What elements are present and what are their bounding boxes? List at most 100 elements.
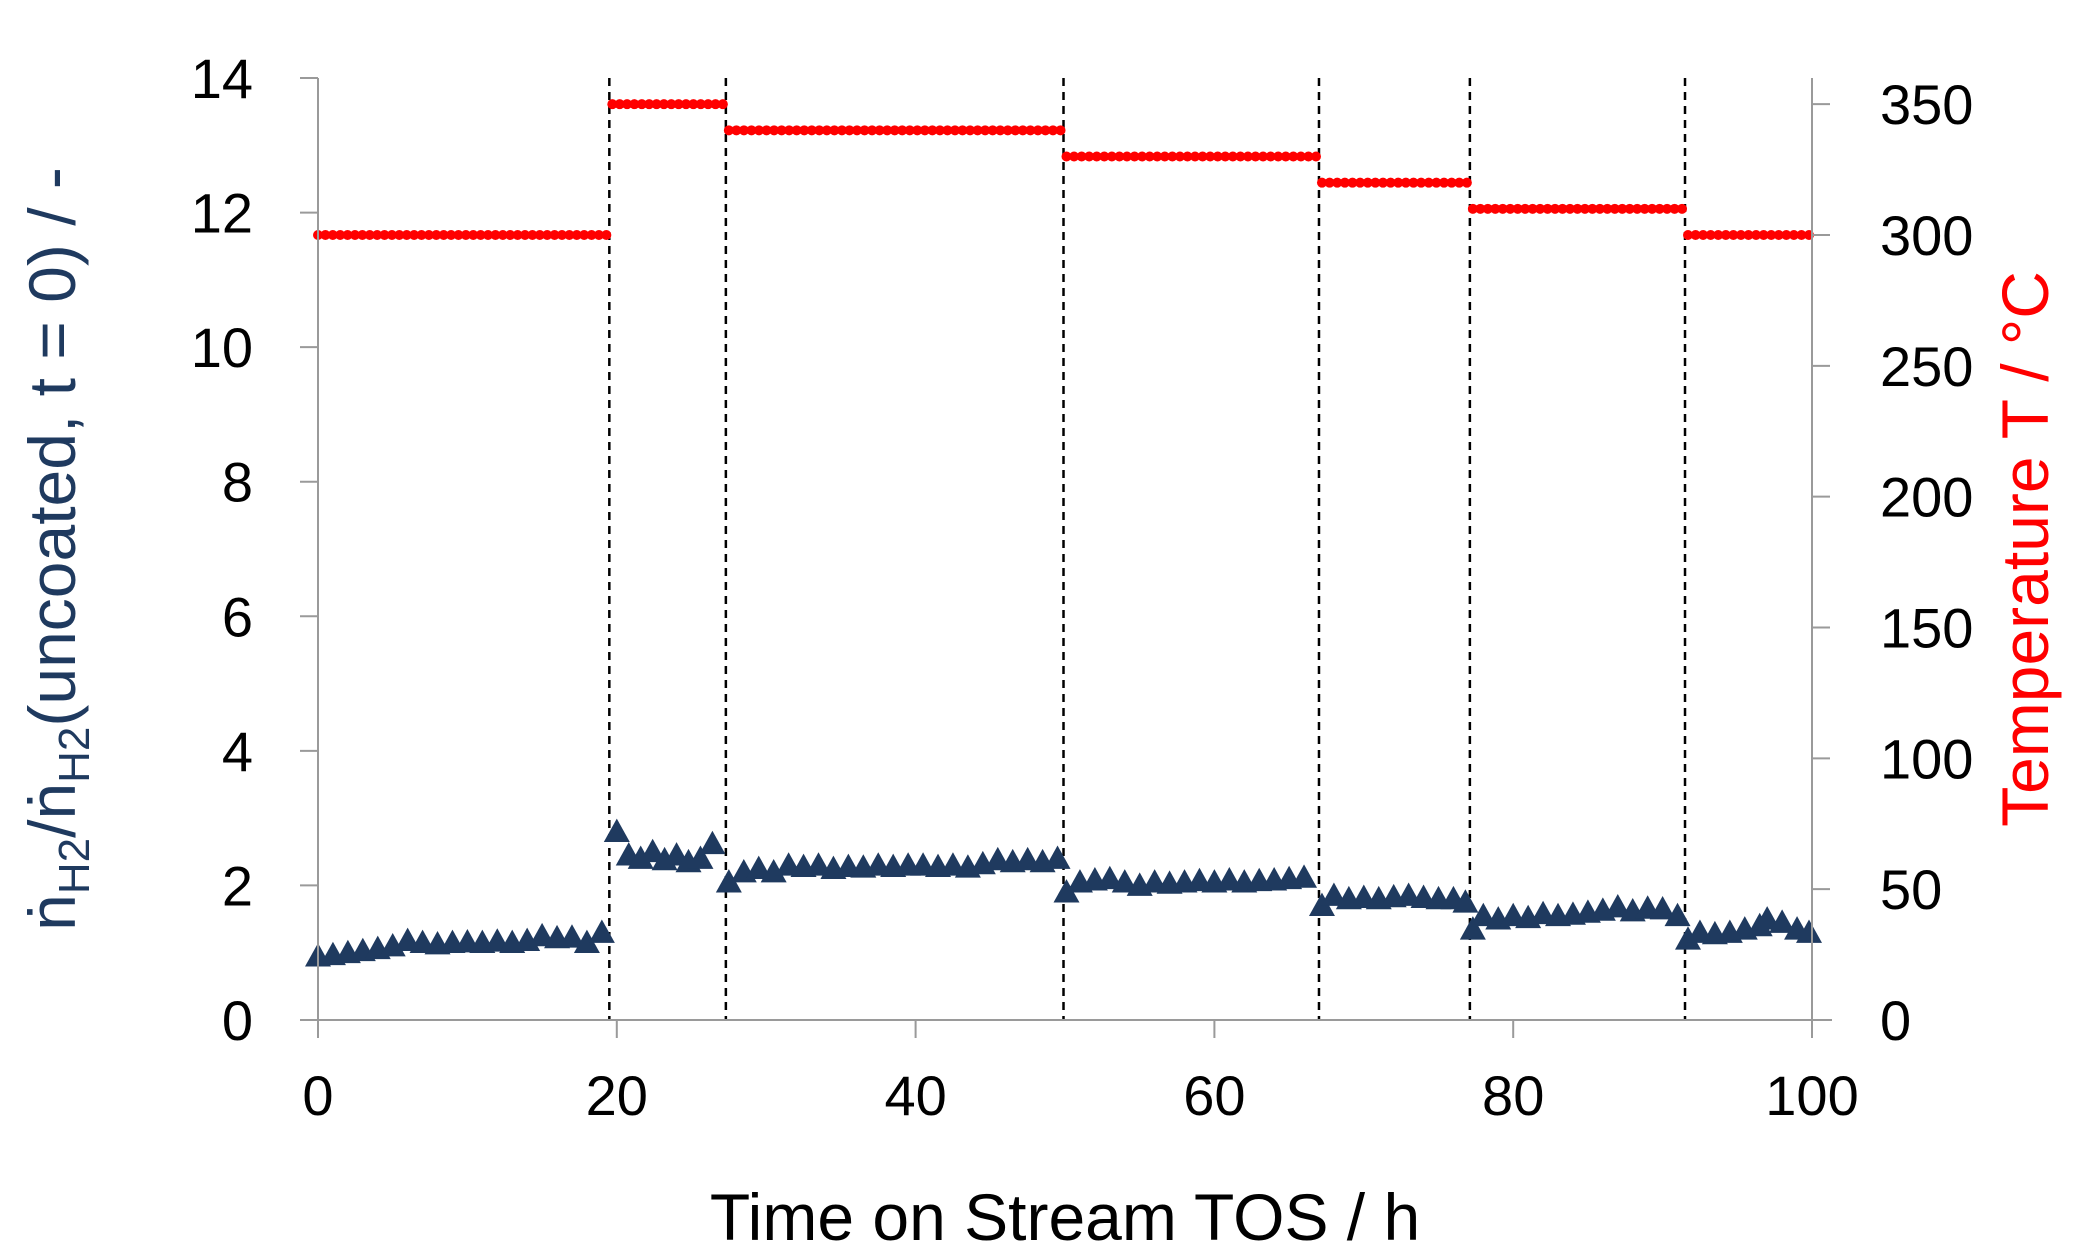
temperature-point: [1617, 203, 1628, 214]
temperature-point: [1690, 230, 1701, 240]
temperature-point: [1040, 125, 1051, 136]
ratio-point: [1604, 893, 1631, 918]
temperature-point: [497, 230, 508, 240]
temperature-point: [614, 99, 625, 110]
temperature-point: [919, 125, 930, 136]
temperature-point: [799, 125, 810, 136]
temperature-point: [1370, 177, 1381, 188]
temperature-point: [1137, 151, 1148, 162]
temperature-point: [1362, 177, 1373, 188]
temperature-point: [379, 230, 390, 240]
temperature-point: [814, 125, 825, 136]
temperature-point: [836, 125, 847, 136]
temperature-point: [1662, 203, 1673, 214]
x-tick-label: 0: [302, 1064, 333, 1127]
temperature-point: [335, 230, 346, 240]
temperature-point: [904, 125, 915, 136]
temperature-point: [844, 125, 855, 136]
ratio-point: [1796, 919, 1823, 943]
temperature-point: [1475, 203, 1486, 214]
temperature-point: [761, 125, 772, 136]
temperature-point: [1467, 203, 1478, 214]
temperature-point: [1069, 151, 1080, 162]
temperature-point: [980, 125, 991, 136]
ratio-point: [1291, 864, 1318, 888]
x-axis-title: Time on Stream TOS / h: [710, 1180, 1420, 1252]
temperature-point: [1743, 230, 1754, 240]
temperature-point: [1047, 125, 1058, 136]
temperature-point: [688, 99, 699, 110]
y-left-title-part: (uncoated, t = 0) / -: [15, 167, 89, 726]
temperature-point: [601, 230, 612, 240]
temperature-point: [629, 99, 640, 110]
y-left-tick-label: 2: [222, 854, 253, 917]
temperature-point: [593, 230, 604, 240]
temperature-point: [1490, 203, 1501, 214]
temperature-point: [1482, 203, 1493, 214]
temperature-point: [1055, 125, 1066, 136]
temperature-point: [571, 230, 582, 240]
temperature-point: [1197, 151, 1208, 162]
temperature-point: [409, 230, 420, 240]
temperature-point: [731, 125, 742, 136]
temperature-point: [607, 99, 618, 110]
temperature-point: [1677, 203, 1688, 214]
ratio-point: [1459, 916, 1486, 940]
temperature-point: [1535, 203, 1546, 214]
temperature-point: [438, 230, 449, 240]
ratio-point: [699, 830, 726, 855]
ratio-point: [1053, 879, 1080, 903]
ratio-point: [573, 929, 600, 954]
temperature-point: [342, 230, 353, 240]
temperature-point: [957, 125, 968, 136]
temperature-point: [987, 125, 998, 136]
temperature-point: [1227, 151, 1238, 162]
temperature-point: [681, 99, 692, 110]
temperature-point: [490, 230, 501, 240]
temperature-point: [1220, 151, 1231, 162]
temperature-point: [1705, 230, 1716, 240]
temperature-point: [475, 230, 486, 240]
temperature-point: [695, 99, 706, 110]
ratio-point: [805, 852, 832, 876]
temperature-point: [1106, 151, 1117, 162]
temperature-point: [1602, 203, 1613, 214]
y-left-axis-title: ṅH2/ṅH2(uncoated, t = 0) / -: [15, 167, 99, 931]
temperature-point: [1550, 203, 1561, 214]
temperature-point: [1324, 177, 1335, 188]
ratio-point: [1111, 869, 1138, 893]
ratio-point: [639, 838, 666, 863]
temperature-point: [1242, 151, 1253, 162]
temperature-point: [1174, 151, 1185, 162]
temperature-point: [527, 230, 538, 240]
temperature-point: [1152, 151, 1163, 162]
temperature-point: [1310, 151, 1321, 162]
temperature-point: [1572, 203, 1583, 214]
temperature-point: [1288, 151, 1299, 162]
y-left-tick-label: 4: [222, 720, 253, 783]
temperature-point: [738, 125, 749, 136]
temperature-point: [1512, 203, 1523, 214]
temperature-point: [1144, 151, 1155, 162]
temperature-point: [534, 230, 545, 240]
ratio-point: [588, 919, 615, 943]
temperature-point: [1182, 151, 1193, 162]
temperature-point: [1527, 203, 1538, 214]
temperature-point: [1758, 230, 1769, 240]
temperature-point: [636, 99, 647, 110]
temperature-point: [1713, 230, 1724, 240]
temperature-point: [784, 125, 795, 136]
temperature-point: [1400, 177, 1411, 188]
temperature-point: [1431, 177, 1442, 188]
temperature-point: [1497, 203, 1508, 214]
temperature-point: [1654, 203, 1665, 214]
axes: [300, 77, 1832, 1038]
ratio-point: [1649, 895, 1676, 920]
temperature-point: [1265, 151, 1276, 162]
ratio-point: [1044, 845, 1071, 869]
temperature-point: [1280, 151, 1291, 162]
ratio-point: [1470, 902, 1497, 927]
temperature-point: [1017, 125, 1028, 136]
y-left-tick-label: 12: [191, 182, 253, 245]
temperature-point: [1728, 230, 1739, 240]
